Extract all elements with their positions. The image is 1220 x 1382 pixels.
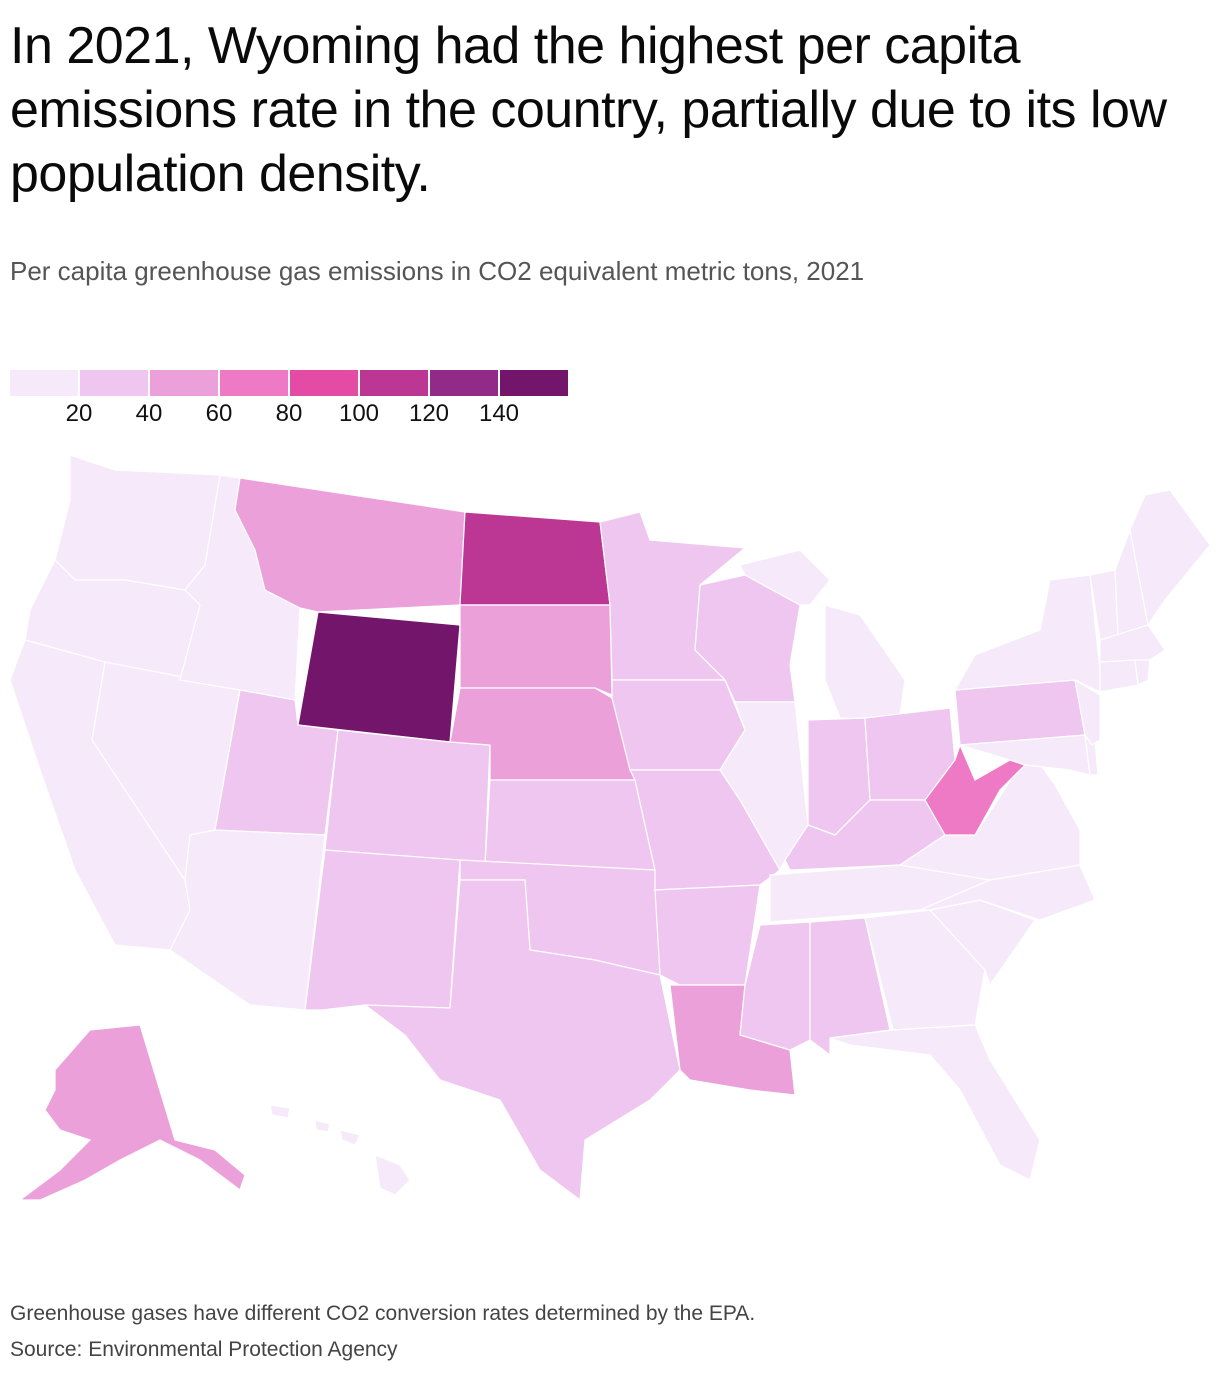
legend-tick-label: 40 (135, 400, 163, 427)
state-ma (1099, 624, 1166, 663)
state-nm (304, 849, 461, 1011)
legend-swatch (150, 370, 218, 396)
legend-swatch (80, 370, 148, 396)
color-legend: 20 40 60 80 100 120 140 (10, 370, 570, 430)
legend-swatch (220, 370, 288, 396)
state-ar (654, 884, 761, 986)
state-ct (1099, 659, 1139, 693)
state-tx (363, 879, 681, 1202)
state-wa (54, 454, 221, 591)
state-nd (459, 511, 611, 606)
legend-tick-label: 60 (205, 400, 233, 427)
legend-tick-label: 120 (408, 400, 450, 427)
legend-swatch (10, 370, 78, 396)
chart-subtitle: Per capita greenhouse gas emissions in C… (10, 256, 865, 286)
legend-color-scale (10, 370, 568, 396)
state-ga (864, 909, 986, 1031)
legend-swatch (500, 370, 568, 396)
footnote: Greenhouse gases have different CO2 conv… (10, 1302, 756, 1325)
state-il (719, 701, 809, 872)
state-wy (297, 611, 461, 743)
legend-tick-label: 80 (275, 400, 303, 427)
legend-swatch (360, 370, 428, 396)
legend-swatch (290, 370, 358, 396)
chart-title: In 2021, Wyoming had the highest per cap… (10, 17, 1167, 203)
state-co (324, 729, 491, 866)
state-ak (18, 1024, 246, 1201)
state-hi (269, 1104, 411, 1196)
state-sd (459, 604, 613, 696)
state-ny (953, 574, 1101, 693)
state-nj (1074, 678, 1101, 746)
state-ks (484, 779, 656, 871)
legend-tick-label: 20 (65, 400, 93, 427)
state-az (169, 829, 326, 1011)
us-choropleth-map (9, 454, 1211, 1202)
legend-tick-label: 140 (478, 400, 520, 427)
state-ri (1134, 659, 1151, 686)
source-note: Source: Environmental Protection Agency (10, 1338, 398, 1361)
state-mt (234, 477, 466, 613)
legend-swatch (430, 370, 498, 396)
state-fl (829, 1024, 1041, 1181)
state-ia (611, 679, 746, 771)
state-pa (954, 679, 1086, 746)
legend-tick-label: 100 (338, 400, 380, 427)
